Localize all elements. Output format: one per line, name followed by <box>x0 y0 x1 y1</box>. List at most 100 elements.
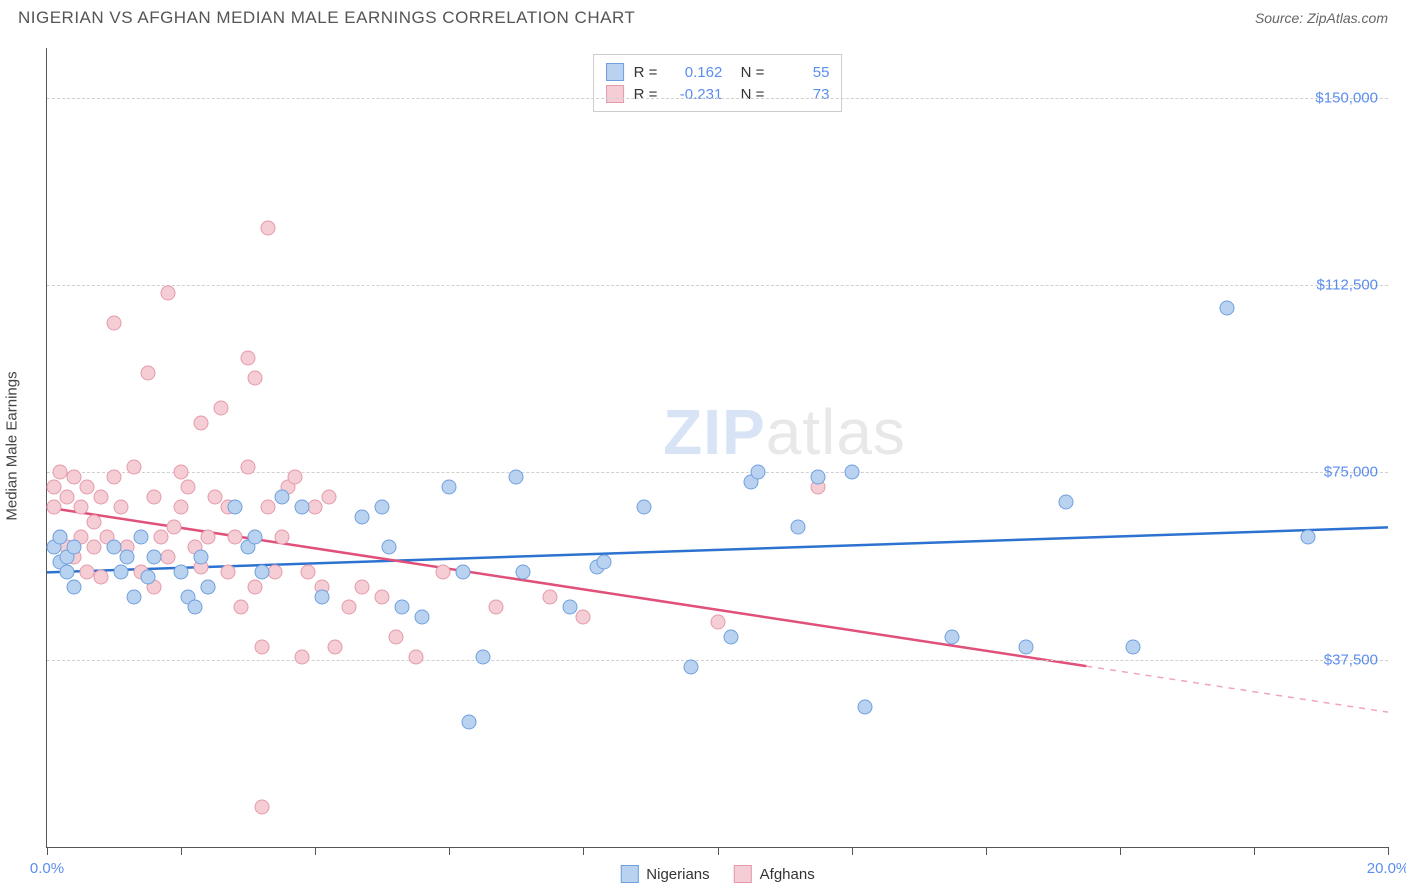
scatter-point <box>267 565 282 580</box>
scatter-point <box>858 700 873 715</box>
scatter-point <box>395 600 410 615</box>
scatter-point <box>46 500 61 515</box>
legend-item-afghans: Afghans <box>734 865 815 883</box>
scatter-point <box>73 500 88 515</box>
scatter-point <box>174 565 189 580</box>
scatter-point <box>147 490 162 505</box>
scatter-point <box>375 500 390 515</box>
scatter-point <box>227 500 242 515</box>
scatter-point <box>455 565 470 580</box>
n-value-nigerians: 55 <box>774 64 829 81</box>
swatch-nigerians <box>606 63 624 81</box>
scatter-point <box>1220 300 1235 315</box>
x-tick <box>181 847 182 855</box>
stats-row-afghans: R = -0.231 N = 73 <box>606 83 830 105</box>
scatter-chart: ZIPatlas R = 0.162 N = 55 R = -0.231 N =… <box>46 48 1388 848</box>
watermark: ZIPatlas <box>663 395 906 469</box>
x-tick <box>718 847 719 855</box>
scatter-point <box>113 565 128 580</box>
scatter-point <box>221 565 236 580</box>
r-value-afghans: -0.231 <box>667 86 722 103</box>
scatter-point <box>1059 495 1074 510</box>
gridline <box>47 660 1388 661</box>
scatter-point <box>576 610 591 625</box>
scatter-point <box>127 590 142 605</box>
scatter-point <box>133 530 148 545</box>
scatter-point <box>66 580 81 595</box>
y-tick-label: $112,500 <box>1317 277 1378 294</box>
scatter-point <box>254 800 269 815</box>
x-tick <box>1254 847 1255 855</box>
gridline <box>47 285 1388 286</box>
scatter-point <box>187 600 202 615</box>
scatter-point <box>214 400 229 415</box>
scatter-point <box>261 500 276 515</box>
scatter-point <box>750 465 765 480</box>
x-tick <box>986 847 987 855</box>
scatter-point <box>301 565 316 580</box>
scatter-point <box>355 580 370 595</box>
scatter-point <box>113 500 128 515</box>
scatter-point <box>127 460 142 475</box>
y-tick-label: $37,500 <box>1324 651 1378 668</box>
scatter-point <box>683 660 698 675</box>
swatch-nigerians <box>620 865 638 883</box>
scatter-point <box>489 600 504 615</box>
scatter-point <box>200 580 215 595</box>
scatter-point <box>107 470 122 485</box>
x-tick <box>583 847 584 855</box>
scatter-point <box>194 550 209 565</box>
swatch-afghans <box>606 85 624 103</box>
scatter-point <box>381 540 396 555</box>
scatter-point <box>442 480 457 495</box>
scatter-point <box>60 565 75 580</box>
scatter-point <box>140 365 155 380</box>
scatter-point <box>107 315 122 330</box>
x-tick <box>315 847 316 855</box>
x-tick <box>1120 847 1121 855</box>
y-axis-title: Median Male Earnings <box>4 371 21 520</box>
swatch-afghans <box>734 865 752 883</box>
scatter-point <box>462 715 477 730</box>
scatter-point <box>86 540 101 555</box>
scatter-point <box>180 480 195 495</box>
scatter-point <box>321 490 336 505</box>
chart-header: NIGERIAN VS AFGHAN MEDIAN MALE EARNINGS … <box>0 0 1406 34</box>
scatter-point <box>234 600 249 615</box>
scatter-point <box>247 370 262 385</box>
scatter-point <box>1126 640 1141 655</box>
scatter-point <box>945 630 960 645</box>
scatter-point <box>261 220 276 235</box>
scatter-point <box>80 480 95 495</box>
scatter-point <box>46 480 61 495</box>
scatter-point <box>53 530 68 545</box>
scatter-point <box>254 565 269 580</box>
scatter-point <box>160 550 175 565</box>
n-label: N = <box>732 64 764 81</box>
scatter-point <box>294 650 309 665</box>
scatter-point <box>1300 530 1315 545</box>
scatter-point <box>247 580 262 595</box>
scatter-point <box>328 640 343 655</box>
scatter-point <box>254 640 269 655</box>
scatter-point <box>66 470 81 485</box>
scatter-point <box>207 490 222 505</box>
x-tick-label-right: 20.0% <box>1367 860 1406 877</box>
scatter-point <box>66 540 81 555</box>
scatter-point <box>542 590 557 605</box>
scatter-point <box>200 530 215 545</box>
scatter-point <box>408 650 423 665</box>
scatter-point <box>314 590 329 605</box>
x-tick <box>47 847 48 855</box>
scatter-point <box>636 500 651 515</box>
scatter-point <box>160 285 175 300</box>
scatter-point <box>140 570 155 585</box>
scatter-point <box>241 350 256 365</box>
scatter-point <box>562 600 577 615</box>
legend: Nigerians Afghans <box>620 865 814 883</box>
scatter-point <box>86 515 101 530</box>
scatter-point <box>341 600 356 615</box>
gridline <box>47 98 1388 99</box>
scatter-point <box>308 500 323 515</box>
scatter-point <box>93 570 108 585</box>
